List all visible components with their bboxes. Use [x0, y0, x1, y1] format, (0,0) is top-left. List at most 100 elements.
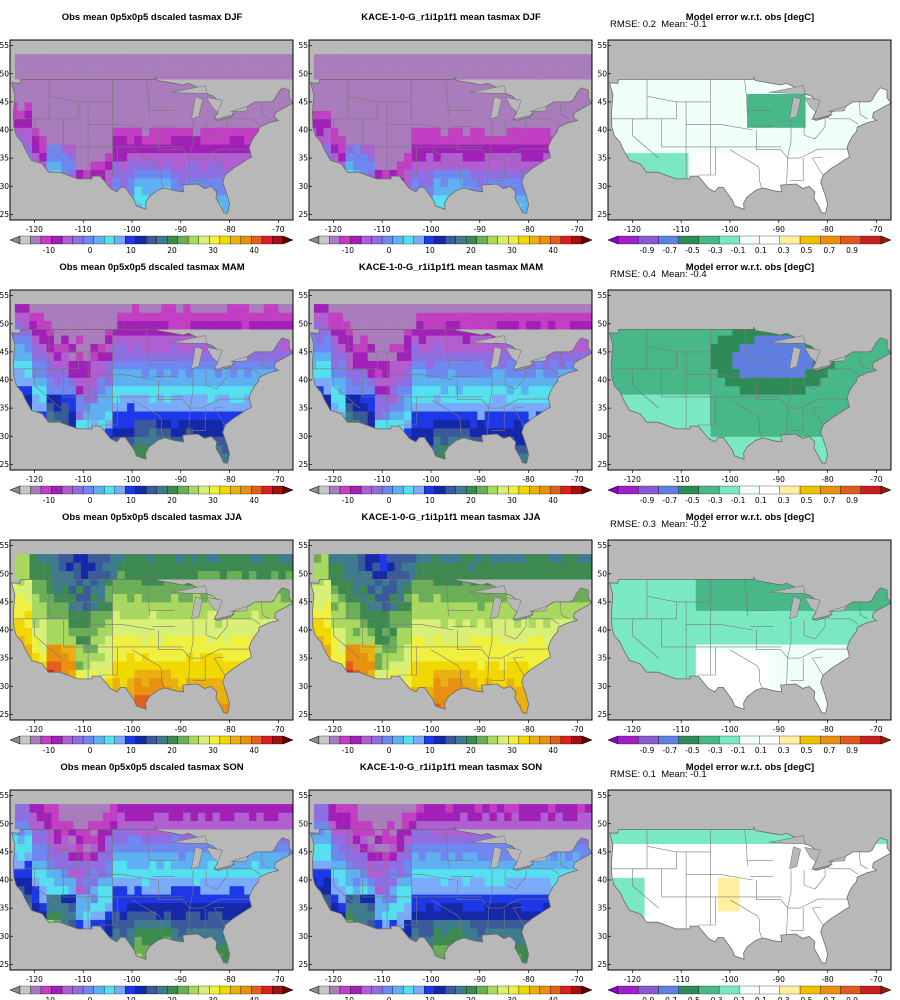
colorbar-swatch: [658, 735, 679, 745]
panel-title: Obs mean 0p5x0p5 dscaled tasmax MAM: [59, 262, 245, 273]
panel-djf-error: -120 -110 -100 -90 -80 -70 55 50 45 40 35 30 25: [597, 39, 892, 234]
lon-tick-label: -80: [522, 725, 534, 734]
lake: [768, 335, 806, 344]
panel-title: Model error w.r.t. obs [degC]: [685, 762, 815, 773]
lon-tick-label: -120: [26, 225, 43, 234]
lat-tick-label: 30: [298, 432, 308, 441]
colorbar-swatch: [230, 735, 242, 745]
rmse-value: RMSE: 0.4: [610, 269, 656, 280]
lat-tick-label: 30: [298, 682, 308, 691]
colorbar-swatch: [329, 485, 341, 495]
lon-tick-label: -70: [571, 475, 583, 484]
colorbar-label: 30: [208, 246, 218, 255]
colorbar-swatch: [350, 735, 362, 745]
colorbar-swatch: [19, 235, 31, 245]
lat-tick-label: 55: [298, 791, 308, 800]
colorbar-swatch: [518, 235, 530, 245]
colorbar-swatch: [403, 985, 414, 995]
colorbar-swatch: [678, 985, 700, 995]
colorbar-swatch: [251, 485, 263, 495]
state-borders: [13, 829, 270, 938]
mean-value: Mean: -0.4: [661, 269, 707, 280]
lon-tick-label: -120: [624, 225, 641, 234]
lat-tick-label: 55: [298, 291, 308, 300]
colorbar-swatch: [529, 985, 541, 995]
colorbar-swatch: [272, 235, 284, 245]
colorbar-swatch: [318, 985, 330, 995]
colorbar-label: -0.5: [685, 746, 700, 755]
lake: [191, 596, 203, 620]
lat-tick-label: 55: [597, 291, 607, 300]
colorbar-swatch: [678, 735, 700, 745]
colorbar-son-obs: -10 0 10 20 30 40: [9, 985, 294, 1000]
colorbar-label: -10: [43, 246, 55, 255]
lat-tick-label: 55: [597, 791, 607, 800]
colorbar-extend-low: [9, 485, 21, 495]
colorbar-label: 20: [167, 746, 177, 755]
colorbar-label: 40: [249, 496, 259, 505]
colorbar-swatch: [476, 235, 488, 245]
colorbar-swatch: [638, 735, 659, 745]
colorbar-label: -0.1: [731, 496, 746, 505]
colorbar-swatch: [424, 485, 435, 495]
colorbar-swatch: [759, 235, 780, 245]
lake: [529, 106, 547, 112]
lake: [490, 596, 502, 620]
lat-tick-label: 30: [0, 432, 9, 441]
state-borders: [611, 79, 868, 188]
colorbar-swatch: [487, 735, 498, 745]
colorbar-label: 0.9: [846, 996, 858, 1000]
colorbar-extend-high: [880, 235, 892, 245]
colorbar-swatch: [550, 735, 562, 745]
colorbar-swatch: [424, 235, 435, 245]
colorbar-swatch: [550, 485, 562, 495]
colorbar-swatch: [360, 985, 372, 995]
colorbar-swatch: [539, 235, 551, 245]
lat-tick-label: 35: [298, 404, 308, 413]
colorbar-swatch: [30, 985, 42, 995]
colorbar-label: 10: [126, 496, 136, 505]
colorbar-swatch: [476, 485, 488, 495]
colorbar-swatch: [571, 235, 583, 245]
lat-tick-label: 50: [597, 569, 607, 578]
lat-tick-label: 25: [298, 710, 308, 719]
lake: [804, 97, 821, 113]
canada-strip: [313, 54, 593, 80]
colorbar-label: 30: [208, 496, 218, 505]
lon-tick-label: -80: [223, 725, 235, 734]
lake: [529, 606, 547, 612]
lon-tick-label: -80: [821, 225, 833, 234]
colorbar-swatch: [167, 235, 178, 245]
colorbar-swatch: [219, 985, 231, 995]
colorbar-swatch: [219, 235, 231, 245]
lat-tick-label: 45: [597, 847, 607, 856]
colorbar-swatch: [508, 985, 520, 995]
colorbar-swatch: [371, 985, 383, 995]
colorbar-extend-low: [9, 985, 21, 995]
colorbar-swatch: [739, 235, 760, 245]
lon-tick-label: -120: [325, 225, 342, 234]
colorbar-label: 0.9: [846, 746, 858, 755]
colorbar-swatch: [230, 985, 242, 995]
colorbar-swatch: [434, 235, 446, 245]
colorbar-extend-low: [9, 235, 21, 245]
panel-djf-obs: -120 -110 -100 -90 -80 -70 55 50 45 40 35 30 25: [0, 39, 294, 234]
colorbar-son-error: -0.9 -0.7 -0.5 -0.3 -0.1 0.1 0.3 0.5 0.7 0.9: [607, 985, 892, 1000]
colorbar-label: 0: [387, 746, 392, 755]
colorbar-label: 40: [548, 746, 558, 755]
colorbar-swatch: [72, 485, 84, 495]
colorbar-swatch: [114, 985, 126, 995]
colorbar-label: -10: [43, 746, 55, 755]
panel-title: Obs mean 0p5x0p5 dscaled tasmax JJA: [61, 512, 243, 523]
lon-tick-label: -110: [374, 475, 391, 484]
lat-tick-label: 45: [597, 97, 607, 106]
colorbar-extend-high: [282, 485, 294, 495]
lon-tick-label: -110: [673, 725, 690, 734]
colorbar-swatch: [445, 235, 456, 245]
colorbar-swatch: [508, 235, 520, 245]
lon-tick-label: -110: [374, 225, 391, 234]
canada-strip: [313, 554, 593, 580]
colorbar-mam-obs: -10 0 10 20 30 40: [9, 485, 294, 505]
colorbar-label: -10: [342, 246, 354, 255]
colorbar-label: 10: [425, 496, 435, 505]
